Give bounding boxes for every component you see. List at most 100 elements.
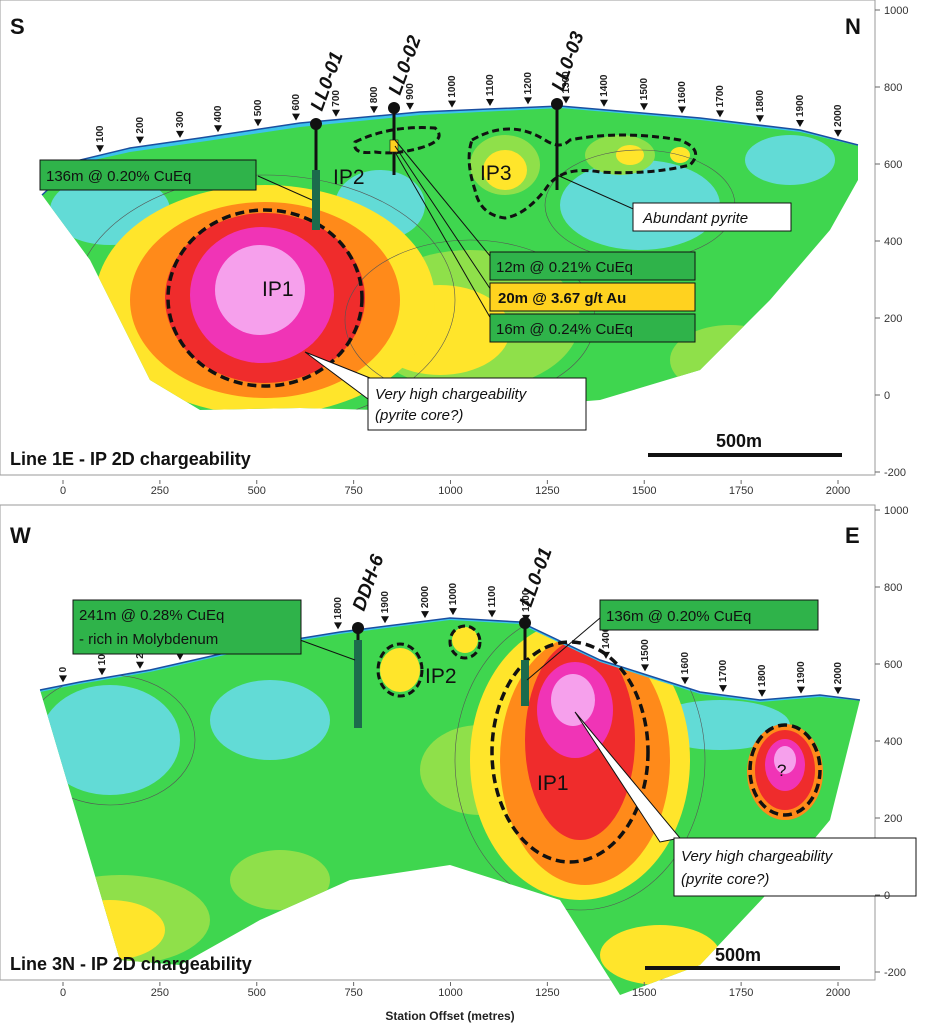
scale-label-top: 500m: [716, 431, 762, 451]
callout-line2-top: (pyrite core?): [375, 407, 463, 424]
y-tick-label: -200: [884, 467, 906, 479]
x-axis-title: Station Offset (metres): [385, 1009, 514, 1023]
x-tick-label: 2000: [826, 987, 850, 999]
station-label: 2000: [833, 662, 844, 685]
x-axis-bottom: 0 250 500 750 1000 1250 1500 1750 2000: [60, 982, 850, 999]
callout-line1-bottom: Very high chargeability: [681, 848, 834, 865]
station-marker: [334, 622, 342, 630]
corner-e: E: [845, 523, 860, 548]
station-label: 1900: [795, 94, 806, 117]
station-marker: [176, 653, 184, 661]
y-tick-label: 800: [884, 82, 902, 94]
y-tick-label: 0: [884, 890, 890, 902]
station-label: 1100: [487, 585, 498, 607]
station-label: 100: [95, 125, 106, 142]
panel-top: 100 200 300 400 500 600 700 800 900 1000 1100 1200 1…: [0, 0, 876, 476]
station-marker: [524, 97, 532, 105]
station-marker: [292, 113, 300, 121]
station-label: 1200: [523, 72, 534, 95]
x-tick-label: 250: [151, 987, 169, 999]
hole-ll0-01-collar-top: [310, 118, 322, 130]
label-16m: 16m @ 0.24% CuEq: [496, 321, 633, 338]
hole-ll0-01-interval-bottom: [521, 660, 529, 706]
station-label: 1500: [640, 639, 651, 662]
x-tick-label: 1250: [535, 987, 559, 999]
x-tick-label: 500: [248, 485, 266, 497]
leader-pyrite: [556, 174, 641, 213]
station-marker: [756, 115, 764, 123]
y-tick-label: -200: [884, 967, 906, 979]
station-marker: [370, 106, 378, 114]
station-label: 1300: [561, 71, 572, 94]
station-label: 0: [58, 666, 69, 672]
ip3-label-top: IP3: [480, 162, 512, 185]
station-marker: [678, 106, 686, 114]
panel-bottom: 0100200170018001900200010001100130014001…: [0, 504, 917, 995]
leader-20m: [394, 145, 496, 297]
label-12m: 12m @ 0.21% CuEq: [496, 259, 633, 276]
x-tick-label: 0: [60, 485, 66, 497]
y-tick-label: 800: [884, 582, 902, 594]
station-marker: [136, 136, 144, 144]
y-tick-label: 1000: [884, 505, 908, 517]
hole-ll0-03-collar: [551, 98, 563, 110]
station-label: 1300: [521, 589, 532, 612]
y-tick-label: 400: [884, 736, 902, 748]
station-label: 1600: [677, 81, 688, 104]
x-tick-label: 500: [248, 987, 266, 999]
x-tick-label: 1500: [632, 987, 656, 999]
callout-pointer-bottom: [574, 711, 681, 843]
x-tick-label: 1000: [438, 485, 462, 497]
x-tick-label: 1750: [729, 987, 753, 999]
corner-n: N: [845, 14, 861, 39]
title-bottom: Line 3N - IP 2D chargeability: [10, 954, 252, 974]
station-label: 300: [175, 111, 186, 128]
x-tick-label: 0: [60, 987, 66, 999]
label-box-16m: [489, 313, 696, 343]
station-label: 1000: [448, 582, 459, 605]
ip2-outline-b: [448, 624, 482, 660]
y-tick-label: 600: [884, 159, 902, 171]
station-marker: [758, 689, 766, 697]
station-marker: [681, 677, 689, 685]
x-tick-label: 1750: [729, 485, 753, 497]
leader-ll0-01-top: [257, 175, 313, 201]
label-box-20m: [489, 282, 696, 312]
station-marker: [406, 102, 414, 110]
leader-12m: [394, 139, 496, 263]
station-marker: [176, 130, 184, 138]
station-label: 400: [213, 105, 224, 122]
label-ddh-6-line1: 241m @ 0.28% CuEq: [79, 607, 224, 624]
station-marker: [641, 664, 649, 672]
station-label: 1800: [755, 90, 766, 113]
station-marker: [562, 96, 570, 104]
label-box-pyrite: [632, 202, 792, 232]
y-tick-label: 400: [884, 236, 902, 248]
station-marker: [834, 687, 842, 695]
leader-ddh-6: [299, 639, 356, 661]
y-tick-label: 1000: [884, 5, 908, 17]
station-marker: [136, 661, 144, 669]
ip1-outline-bottom: [490, 640, 650, 864]
x-tick-label: 750: [344, 987, 362, 999]
y-tick-label: 600: [884, 659, 902, 671]
station-marker: [640, 103, 648, 111]
ip2-label-top: IP2: [333, 166, 365, 189]
label-ll0-01-top: 136m @ 0.20% CuEq: [46, 168, 191, 185]
station-marker: [488, 610, 496, 618]
hole-ll0-01-interval-top: [312, 170, 320, 230]
title-top: Line 1E - IP 2D chargeability: [10, 449, 251, 469]
label-20m: 20m @ 3.67 g/t Au: [498, 290, 626, 307]
station-label: 1400: [601, 626, 612, 649]
y-tick-label: 200: [884, 813, 902, 825]
station-label: 1800: [333, 597, 344, 620]
station-markers-top: 100 200 300 400 500 600 700 800 900 1000 1100 1200 1…: [95, 71, 844, 153]
topography-line-top: [41, 105, 859, 196]
station-label: 800: [369, 86, 380, 103]
label-ll0-01-bottom: 136m @ 0.20% CuEq: [606, 608, 751, 625]
station-label: 1100: [485, 74, 496, 96]
station-marker: [98, 668, 106, 676]
station-label: 2000: [420, 585, 431, 608]
y-axis-bottom: 1000 800 600 400 200 0 -200: [875, 505, 908, 979]
